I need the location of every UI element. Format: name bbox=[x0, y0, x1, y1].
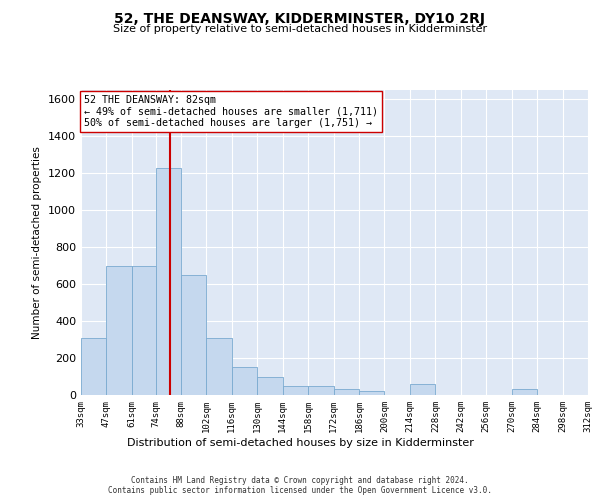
Text: Distribution of semi-detached houses by size in Kidderminster: Distribution of semi-detached houses by … bbox=[127, 438, 473, 448]
Bar bbox=[232, 368, 257, 395]
Bar bbox=[512, 390, 537, 395]
Bar bbox=[132, 266, 155, 395]
Bar bbox=[106, 266, 132, 395]
Bar bbox=[206, 338, 232, 395]
Bar bbox=[410, 384, 436, 395]
Bar bbox=[308, 386, 334, 395]
Bar bbox=[334, 390, 359, 395]
Bar bbox=[283, 386, 308, 395]
Text: Contains public sector information licensed under the Open Government Licence v3: Contains public sector information licen… bbox=[108, 486, 492, 495]
Bar bbox=[155, 168, 181, 395]
Text: 52 THE DEANSWAY: 82sqm
← 49% of semi-detached houses are smaller (1,711)
50% of : 52 THE DEANSWAY: 82sqm ← 49% of semi-det… bbox=[83, 94, 377, 128]
Bar bbox=[359, 392, 385, 395]
Text: Contains HM Land Registry data © Crown copyright and database right 2024.: Contains HM Land Registry data © Crown c… bbox=[131, 476, 469, 485]
Bar bbox=[181, 275, 206, 395]
Text: Size of property relative to semi-detached houses in Kidderminster: Size of property relative to semi-detach… bbox=[113, 24, 487, 34]
Bar bbox=[81, 338, 106, 395]
Y-axis label: Number of semi-detached properties: Number of semi-detached properties bbox=[32, 146, 43, 339]
Text: 52, THE DEANSWAY, KIDDERMINSTER, DY10 2RJ: 52, THE DEANSWAY, KIDDERMINSTER, DY10 2R… bbox=[115, 12, 485, 26]
Bar bbox=[257, 376, 283, 395]
